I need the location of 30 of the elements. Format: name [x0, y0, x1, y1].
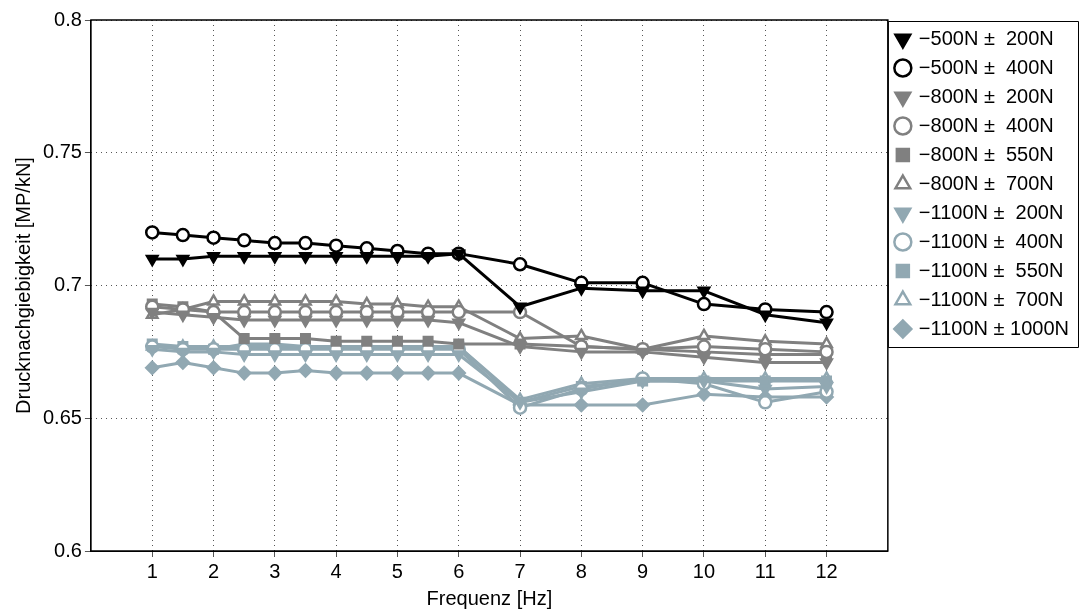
x-tick-label: 9 — [637, 559, 649, 582]
x-tick-label: 8 — [575, 559, 587, 582]
y-tick-label: 0.8 — [54, 7, 82, 30]
y-tick-label: 0.65 — [42, 405, 82, 428]
x-axis-title: Frequenz [Hz] — [426, 586, 553, 609]
legend-label: −1100N ± 400N — [918, 229, 1064, 252]
legend-label: −500N ± 200N — [918, 26, 1054, 49]
legend-label: −800N ± 200N — [918, 84, 1054, 107]
legend-label: −1100N ± 550N — [918, 258, 1064, 281]
legend-label: −1100N ± 1000N — [918, 316, 1069, 339]
legend-label: −500N ± 400N — [918, 55, 1054, 78]
y-axis-title: Drucknachgiebigkeit [MP/kN] — [11, 157, 34, 414]
legend-label: −800N ± 550N — [918, 142, 1054, 165]
x-tick-label: 1 — [146, 559, 158, 582]
legend-label: −1100N ± 700N — [918, 287, 1064, 310]
y-tick-label: 0.6 — [54, 538, 82, 561]
y-tick-label: 0.75 — [42, 140, 82, 163]
legend-label: −800N ± 700N — [918, 171, 1054, 194]
x-tick-label: 2 — [207, 559, 220, 582]
x-tick-label: 12 — [815, 559, 838, 582]
legend-label: −800N ± 400N — [918, 113, 1054, 136]
x-tick-label: 6 — [453, 559, 465, 582]
x-tick-label: 11 — [754, 559, 776, 582]
y-tick-label: 0.7 — [54, 273, 82, 296]
x-tick-label: 7 — [514, 559, 526, 582]
legend-label: −1100N ± 200N — [918, 200, 1064, 223]
x-tick-label: 3 — [269, 559, 281, 582]
x-tick-label: 10 — [692, 559, 716, 582]
x-tick-label: 4 — [330, 559, 342, 582]
x-tick-label: 5 — [391, 559, 403, 582]
